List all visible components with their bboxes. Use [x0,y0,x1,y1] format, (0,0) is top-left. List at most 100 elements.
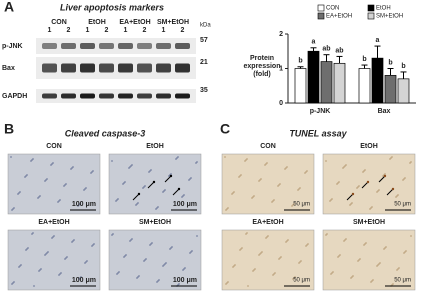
scale-label: 100 μm [72,201,96,208]
panel-letter: B [4,121,14,137]
cell-nucleus [59,199,61,201]
cell-nucleus [171,246,173,248]
cell-nucleus [190,177,192,179]
kda-label: kDa [200,23,211,29]
cell-nucleus [73,239,75,241]
cell-nucleus [359,258,361,260]
arrow [386,188,394,196]
blot-band [61,43,76,49]
cell-nucleus [286,166,288,168]
cell-nucleus [13,281,15,283]
arrow-head [177,187,181,191]
cell-nucleus [371,206,373,208]
cell-nucleus [391,156,393,158]
legend-label: EtOH [376,6,391,12]
cell-nucleus [246,158,248,160]
significance-letter: ab [335,47,343,54]
arrow-head [351,192,355,196]
y-tick-label: 2 [279,31,283,38]
cell-nucleus [164,189,166,191]
blot-band [156,63,171,73]
cell-nucleus [93,243,95,245]
scale-label: 100 μm [72,277,96,284]
cell-nucleus [178,283,180,285]
cell-nucleus [39,195,41,197]
arrow [164,175,172,183]
significance-letter: b [362,56,366,63]
cell-nucleus [66,256,68,258]
scale-label: 50 μm [293,278,310,284]
cell-nucleus [247,285,249,287]
image-label: EA+EtOH [38,219,69,226]
cell-nucleus [40,268,42,270]
cell-nucleus [118,271,120,273]
cell-nucleus [131,164,133,166]
cell-nucleus [293,203,295,205]
blot-band [137,63,152,73]
cell-nucleus [150,169,152,171]
cell-nucleus [404,177,406,179]
error-bar [336,55,343,64]
arrow-head [391,187,395,191]
cell-nucleus [32,158,34,160]
cell-nucleus [364,169,366,171]
lane-label: 2 [181,27,185,34]
blot-band [61,93,76,99]
cell-nucleus [287,239,289,241]
arrow-head [366,180,370,184]
cell-nucleus [351,202,353,204]
legend-label: CON [326,6,339,12]
image-label: EA+EtOH [252,219,283,226]
cell-nucleus [294,276,296,278]
arrow [346,193,354,201]
cell-nucleus [13,207,15,209]
cell-nucleus [46,178,48,180]
panel-title: Cleaved caspase-3 [65,128,146,138]
cell-nucleus [392,283,394,285]
blot-band [99,93,114,99]
cell-nucleus [191,250,193,252]
y-tick-label: 0 [279,100,283,107]
cell-nucleus [261,251,263,253]
image-label: SM+EtOH [139,219,171,226]
cell-nucleus [372,279,374,281]
cell-nucleus [111,160,113,162]
significance-letter: b [388,59,392,66]
cell-nucleus [299,187,301,189]
cell-nucleus [26,174,28,176]
blot-band [118,63,133,73]
blot-strip [36,38,196,54]
scale-label: 100 μm [173,277,197,284]
cell-nucleus [20,264,22,266]
arrow-head [152,180,156,184]
cell-nucleus [246,232,248,234]
panel-letter: A [4,0,14,15]
x-tick-label: Bax [378,108,391,115]
cell-nucleus [60,272,62,274]
cell-nucleus [125,254,127,256]
scale-label: 50 μm [394,278,411,284]
legend-label: EA+EtOH [326,14,352,20]
blot-band [80,43,95,49]
error-bar [310,47,317,52]
lane-label: 1 [48,27,52,34]
cell-nucleus [260,178,262,180]
lane-label: 2 [67,27,71,34]
arrow [378,175,386,183]
scale-label: 100 μm [173,201,197,208]
cell-nucleus [80,276,82,278]
error-bar [400,71,407,79]
bar [384,75,397,104]
cell-nucleus [325,160,327,162]
legend-swatch [367,4,375,12]
cell-nucleus [266,162,268,164]
error-bar [297,66,304,69]
cell-nucleus [398,267,400,269]
micrograph [221,229,315,291]
legend-swatch [367,12,375,20]
bar [320,61,333,104]
significance-letter: b [298,58,302,65]
cell-nucleus [196,235,198,237]
bar [333,62,346,104]
